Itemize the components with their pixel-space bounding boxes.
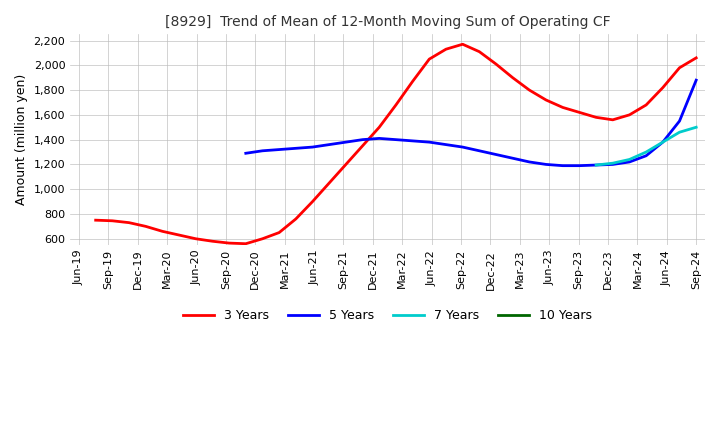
5 Years xyxy=(275,147,284,152)
5 Years xyxy=(642,153,650,158)
3 Years xyxy=(425,56,433,62)
5 Years xyxy=(692,77,701,83)
7 Years xyxy=(608,161,617,166)
5 Years xyxy=(292,146,300,151)
5 Years xyxy=(492,152,500,157)
3 Years xyxy=(225,240,233,246)
7 Years xyxy=(625,157,634,162)
7 Years xyxy=(592,162,600,168)
3 Years xyxy=(308,199,317,204)
7 Years xyxy=(659,139,667,145)
5 Years xyxy=(359,137,367,142)
5 Years xyxy=(408,138,417,143)
3 Years xyxy=(108,218,117,224)
3 Years xyxy=(441,47,450,52)
5 Years xyxy=(475,148,484,154)
3 Years xyxy=(325,180,333,186)
3 Years xyxy=(508,75,517,81)
3 Years xyxy=(292,216,300,222)
3 Years xyxy=(541,97,550,103)
Y-axis label: Amount (million yen): Amount (million yen) xyxy=(15,74,28,205)
7 Years xyxy=(642,150,650,155)
3 Years xyxy=(408,79,417,84)
3 Years xyxy=(559,105,567,110)
5 Years xyxy=(459,144,467,150)
3 Years xyxy=(125,220,133,225)
Title: [8929]  Trend of Mean of 12-Month Moving Sum of Operating CF: [8929] Trend of Mean of 12-Month Moving … xyxy=(165,15,611,29)
3 Years xyxy=(275,230,284,235)
3 Years xyxy=(375,125,384,130)
3 Years xyxy=(575,110,584,115)
5 Years xyxy=(608,162,617,167)
3 Years xyxy=(525,88,534,93)
Line: 7 Years: 7 Years xyxy=(596,127,696,165)
5 Years xyxy=(258,148,267,154)
3 Years xyxy=(341,162,350,167)
Line: 5 Years: 5 Years xyxy=(246,80,696,166)
7 Years xyxy=(692,125,701,130)
5 Years xyxy=(241,150,250,156)
3 Years xyxy=(692,55,701,61)
3 Years xyxy=(241,241,250,246)
3 Years xyxy=(459,42,467,47)
5 Years xyxy=(508,156,517,161)
5 Years xyxy=(592,162,600,168)
5 Years xyxy=(308,144,317,150)
5 Years xyxy=(559,163,567,169)
5 Years xyxy=(425,139,433,145)
3 Years xyxy=(192,236,200,242)
5 Years xyxy=(325,142,333,147)
3 Years xyxy=(208,238,217,244)
7 Years xyxy=(675,129,684,135)
3 Years xyxy=(608,117,617,122)
3 Years xyxy=(492,62,500,67)
3 Years xyxy=(592,115,600,120)
3 Years xyxy=(258,236,267,242)
5 Years xyxy=(375,136,384,141)
3 Years xyxy=(91,217,100,223)
3 Years xyxy=(625,112,634,117)
3 Years xyxy=(175,232,184,238)
Legend: 3 Years, 5 Years, 7 Years, 10 Years: 3 Years, 5 Years, 7 Years, 10 Years xyxy=(178,304,598,327)
3 Years xyxy=(642,103,650,108)
3 Years xyxy=(659,85,667,90)
3 Years xyxy=(158,229,167,234)
3 Years xyxy=(475,49,484,54)
3 Years xyxy=(392,103,400,108)
3 Years xyxy=(675,65,684,70)
3 Years xyxy=(359,143,367,148)
5 Years xyxy=(341,139,350,145)
5 Years xyxy=(675,118,684,124)
5 Years xyxy=(392,137,400,142)
5 Years xyxy=(541,162,550,167)
3 Years xyxy=(141,224,150,229)
5 Years xyxy=(625,159,634,165)
Line: 3 Years: 3 Years xyxy=(96,44,696,244)
5 Years xyxy=(575,163,584,169)
5 Years xyxy=(659,139,667,145)
5 Years xyxy=(525,159,534,165)
5 Years xyxy=(441,142,450,147)
